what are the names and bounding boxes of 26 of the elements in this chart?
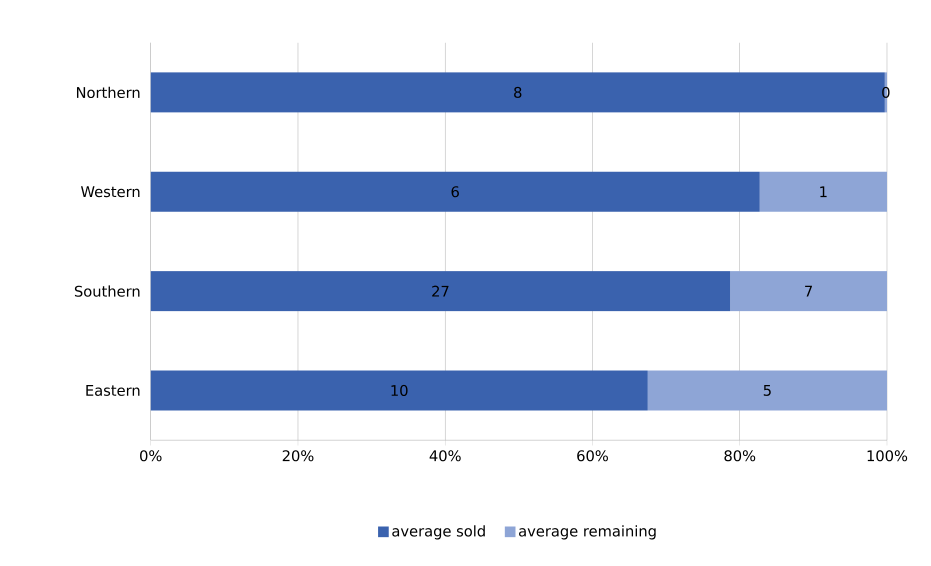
x-tick-label: 80% [724, 450, 756, 462]
y-tick-label: Western [80, 186, 140, 198]
x-tick-label: 100% [868, 450, 908, 462]
x-tick-label: 20% [282, 450, 314, 462]
bar [150, 172, 760, 212]
y-tick-label: Eastern [86, 385, 140, 396]
bar [760, 172, 887, 212]
annotation: 10 [391, 385, 408, 396]
x-tick-label: 60% [577, 450, 608, 462]
bar [150, 271, 730, 312]
bar [648, 370, 887, 411]
annotation: 1 [820, 186, 827, 198]
annotation: 8 [514, 87, 522, 98]
legend-label: average remaining [519, 525, 656, 540]
bar [730, 271, 887, 312]
annotation: 5 [764, 385, 771, 396]
x-tick-label: 0% [140, 450, 162, 462]
annotation: 7 [805, 286, 812, 297]
annotation: 0 [882, 87, 890, 98]
annotation: 6 [452, 186, 459, 198]
y-tick-label: Southern [74, 286, 140, 298]
y-tick-label: Northern [76, 86, 140, 98]
annotation: 27 [432, 286, 449, 297]
bar [150, 370, 648, 411]
legend-label: average sold [392, 525, 485, 540]
x-tick-label: 40% [430, 450, 461, 462]
